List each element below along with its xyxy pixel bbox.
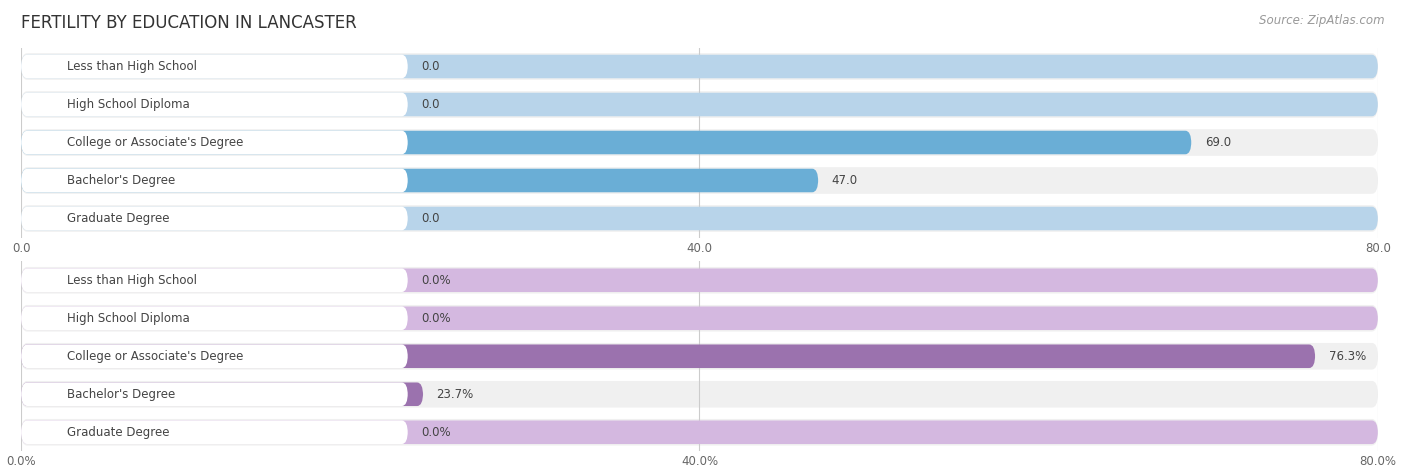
Text: Graduate Degree: Graduate Degree [67, 212, 170, 225]
Text: 0.0: 0.0 [422, 98, 440, 111]
FancyBboxPatch shape [21, 93, 408, 116]
Text: College or Associate's Degree: College or Associate's Degree [67, 350, 243, 363]
Text: 23.7%: 23.7% [437, 388, 474, 401]
FancyBboxPatch shape [21, 53, 1378, 80]
Text: Bachelor's Degree: Bachelor's Degree [67, 388, 176, 401]
Text: 0.0%: 0.0% [422, 312, 451, 325]
Text: FERTILITY BY EDUCATION IN LANCASTER: FERTILITY BY EDUCATION IN LANCASTER [21, 14, 357, 32]
FancyBboxPatch shape [21, 381, 1378, 408]
Text: Graduate Degree: Graduate Degree [67, 426, 170, 439]
FancyBboxPatch shape [21, 93, 1378, 116]
FancyBboxPatch shape [21, 306, 1378, 330]
FancyBboxPatch shape [21, 131, 408, 154]
Text: 47.0: 47.0 [832, 174, 858, 187]
Text: High School Diploma: High School Diploma [67, 312, 190, 325]
FancyBboxPatch shape [21, 306, 408, 330]
Text: Less than High School: Less than High School [67, 274, 197, 287]
FancyBboxPatch shape [21, 267, 1378, 294]
FancyBboxPatch shape [21, 420, 408, 444]
FancyBboxPatch shape [21, 382, 423, 406]
FancyBboxPatch shape [21, 420, 1378, 444]
FancyBboxPatch shape [21, 169, 818, 192]
Text: Less than High School: Less than High School [67, 60, 197, 73]
FancyBboxPatch shape [21, 344, 1315, 368]
FancyBboxPatch shape [21, 129, 1378, 156]
Text: 76.3%: 76.3% [1329, 350, 1367, 363]
FancyBboxPatch shape [21, 419, 1378, 446]
Text: Bachelor's Degree: Bachelor's Degree [67, 174, 176, 187]
Text: 0.0: 0.0 [422, 60, 440, 73]
FancyBboxPatch shape [21, 169, 408, 192]
FancyBboxPatch shape [21, 55, 1378, 78]
FancyBboxPatch shape [21, 167, 1378, 194]
FancyBboxPatch shape [21, 207, 1378, 230]
Text: 0.0%: 0.0% [422, 426, 451, 439]
FancyBboxPatch shape [21, 268, 1378, 292]
Text: 0.0%: 0.0% [422, 274, 451, 287]
FancyBboxPatch shape [21, 268, 408, 292]
Text: High School Diploma: High School Diploma [67, 98, 190, 111]
FancyBboxPatch shape [21, 382, 408, 406]
FancyBboxPatch shape [21, 55, 408, 78]
FancyBboxPatch shape [21, 343, 1378, 370]
Text: College or Associate's Degree: College or Associate's Degree [67, 136, 243, 149]
FancyBboxPatch shape [21, 205, 1378, 232]
FancyBboxPatch shape [21, 207, 408, 230]
FancyBboxPatch shape [21, 344, 408, 368]
FancyBboxPatch shape [21, 131, 1191, 154]
Text: 69.0: 69.0 [1205, 136, 1232, 149]
Text: Source: ZipAtlas.com: Source: ZipAtlas.com [1260, 14, 1385, 27]
FancyBboxPatch shape [21, 91, 1378, 118]
FancyBboxPatch shape [21, 305, 1378, 332]
Text: 0.0: 0.0 [422, 212, 440, 225]
